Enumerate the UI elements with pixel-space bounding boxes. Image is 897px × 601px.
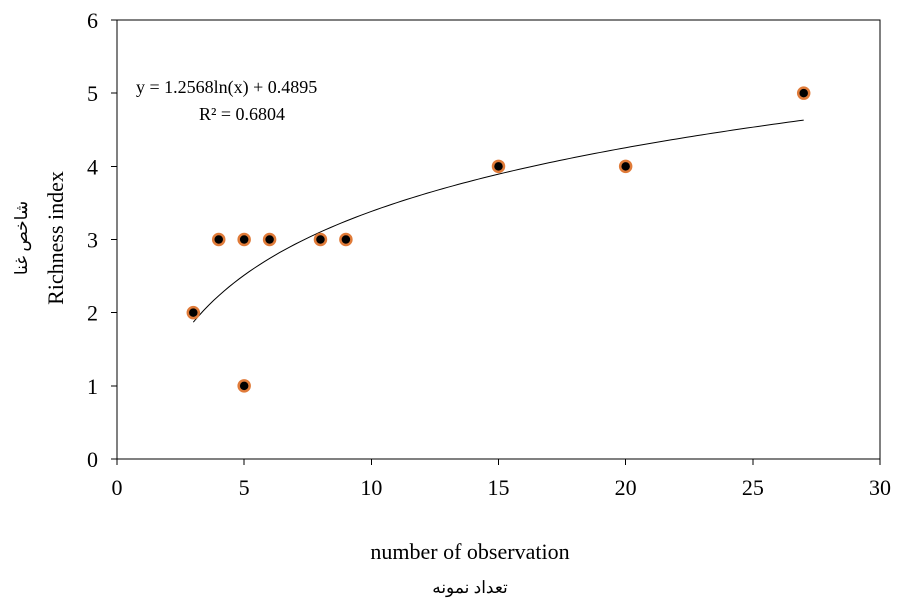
data-point (262, 232, 277, 247)
x-tick-label: 15 (488, 475, 510, 500)
x-axis-title: number of observation (370, 539, 569, 564)
x-tick-label: 25 (742, 475, 764, 500)
data-point (211, 232, 226, 247)
y-tick-label: 3 (87, 228, 98, 253)
data-point (313, 232, 328, 247)
x-tick-label: 30 (869, 475, 891, 500)
x-axis-ticks: 0 5 10 15 20 25 30 (112, 459, 891, 500)
data-point (339, 232, 353, 247)
y-axis-title: Richness index (43, 171, 68, 305)
y-axis-ticks: 0 1 2 3 4 5 6 (87, 8, 117, 472)
x-tick-label: 5 (239, 475, 250, 500)
trendline (192, 119, 804, 323)
data-point (618, 159, 633, 174)
y-tick-label: 1 (87, 374, 98, 399)
trendline-r-squared: R² = 0.6804 (199, 104, 285, 124)
y-tick-label: 2 (87, 301, 98, 326)
y-tick-label: 0 (87, 447, 98, 472)
x-tick-label: 20 (615, 475, 637, 500)
y-tick-label: 6 (87, 8, 98, 33)
x-tick-label: 0 (112, 475, 123, 500)
data-point (491, 159, 506, 174)
x-axis-title-secondary: تعداد نمونه (432, 578, 508, 598)
y-tick-label: 4 (87, 154, 98, 179)
y-tick-label: 5 (87, 81, 98, 106)
x-tick-label: 10 (360, 475, 382, 500)
data-points (186, 86, 811, 393)
data-point (237, 379, 251, 393)
y-axis-title-secondary: شاخص غنا (12, 201, 32, 275)
trendline-equation: y = 1.2568ln(x) + 0.4895 (136, 77, 317, 98)
data-point (796, 86, 811, 100)
data-point (237, 232, 251, 247)
data-point (186, 305, 201, 320)
